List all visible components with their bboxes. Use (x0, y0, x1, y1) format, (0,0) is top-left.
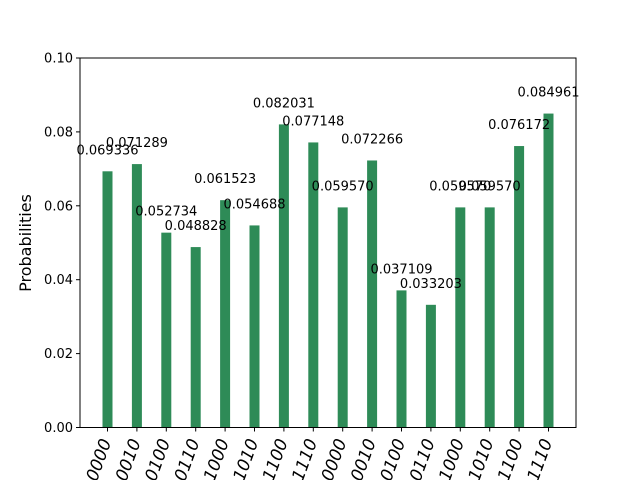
value-label: 0.048828 (165, 219, 227, 234)
y-tick-label: 0.00 (44, 421, 73, 436)
value-label: 0.052734 (135, 205, 197, 220)
y-tick-label: 0.08 (44, 125, 73, 140)
x-tick-label: 1100 (259, 436, 293, 480)
y-axis: 0.00 0.02 0.04 0.06 0.08 0.10 (44, 52, 80, 436)
x-tick-label: 1110 (524, 436, 558, 480)
bar (337, 207, 348, 428)
bar (367, 160, 378, 428)
bar (278, 124, 289, 428)
x-tick-label: 1010 (230, 436, 264, 480)
x-tick-label: 0100 (377, 436, 411, 480)
x-tick-label: 1100 (494, 436, 528, 480)
bar (455, 207, 466, 428)
value-label: 0.059570 (459, 179, 521, 194)
x-tick-label: 0000 (318, 436, 352, 480)
bar (190, 247, 201, 428)
value-label: 0.033203 (400, 277, 462, 292)
bar (396, 290, 407, 428)
value-label: 0.072266 (341, 132, 403, 147)
bar (131, 164, 142, 428)
x-tick-label: 0010 (112, 436, 146, 480)
value-label: 0.061523 (194, 172, 256, 187)
value-label: 0.059570 (429, 179, 491, 194)
x-tick-label: 1010 (465, 436, 499, 480)
y-tick-label: 0.02 (44, 347, 73, 362)
bar (308, 142, 319, 428)
bar (514, 146, 525, 428)
value-label: 0.059570 (312, 179, 374, 194)
y-tick-label: 0.06 (44, 199, 73, 214)
value-label: 0.076172 (488, 118, 550, 133)
bars-group (102, 113, 554, 428)
x-tick-label: 0100 (141, 436, 175, 480)
y-tick-label: 0.04 (44, 273, 73, 288)
bar (484, 207, 495, 428)
plot-frame (79, 57, 577, 428)
x-tick-label: 0010 (347, 436, 381, 480)
bar (161, 232, 172, 428)
value-label: 0.082031 (253, 96, 315, 111)
x-tick-label: 0110 (171, 436, 205, 480)
x-tick-label: 0110 (406, 436, 440, 480)
x-tick-label: 0000 (83, 436, 117, 480)
x-tick-label: 1110 (288, 436, 322, 480)
value-label: 0.084961 (517, 86, 579, 101)
bar (102, 171, 113, 428)
bar (249, 225, 260, 428)
y-axis-label: Probabilities (16, 194, 35, 292)
x-tick-label: 1000 (435, 436, 469, 480)
bar (220, 200, 231, 428)
y-tick-label: 0.10 (44, 52, 73, 67)
x-tick-label: 1000 (200, 436, 234, 480)
bar (543, 113, 554, 428)
bar (425, 304, 436, 428)
value-label: 0.077148 (282, 114, 344, 129)
value-label: 0.071289 (106, 136, 168, 151)
value-label: 0.069336 (76, 143, 138, 158)
value-label: 0.054688 (223, 197, 285, 212)
x-axis: 0000001001000110100010101100111000000010… (83, 427, 558, 484)
value-label: 0.037109 (370, 262, 432, 277)
